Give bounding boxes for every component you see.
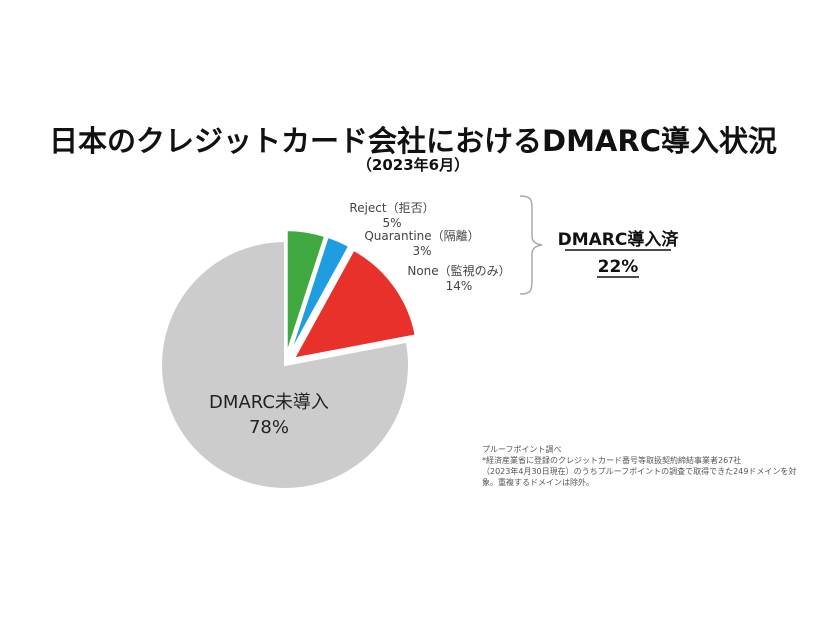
label-none-name: None（監視のみ） — [407, 263, 510, 278]
chart-title: 日本のクレジットカード会社におけるDMARC導入状況 — [49, 124, 777, 158]
label-reject-name: Reject（拒否） — [349, 201, 434, 215]
source-note-line: *経済産業省に登録のクレジットカード番号等取扱契約締結事業者267社 — [482, 456, 742, 465]
label-reject-value: 5% — [382, 216, 401, 230]
bracket — [519, 195, 543, 295]
label-quarantine-value: 3% — [412, 244, 431, 258]
label-quarantine-name: Quarantine（隔離） — [364, 229, 479, 243]
slice-quarantine — [288, 235, 351, 356]
chart-subtitle: （2023年6月） — [356, 156, 470, 174]
slice-none — [291, 248, 417, 360]
slice-unadopted — [160, 239, 410, 490]
source-note-line: プルーフポイント調べ — [482, 445, 562, 454]
group-label-value: 22% — [598, 257, 639, 277]
group-label-title: DMARC導入済 — [558, 229, 680, 250]
source-note-line: （2023年4月30日現在）のうちプルーフポイントの調査で取得できた249ドメイ… — [482, 467, 797, 476]
source-note-line: 象。重複するドメインは除外。 — [482, 478, 594, 487]
slice-reject — [285, 229, 327, 355]
label-none-value: 14% — [446, 279, 473, 293]
source-note: プルーフポイント調べ *経済産業省に登録のクレジットカード番号等取扱契約締結事業… — [482, 444, 802, 488]
label-unadopted-value: 78% — [249, 417, 289, 438]
label-unadopted-name: DMARC未導入 — [209, 392, 329, 413]
